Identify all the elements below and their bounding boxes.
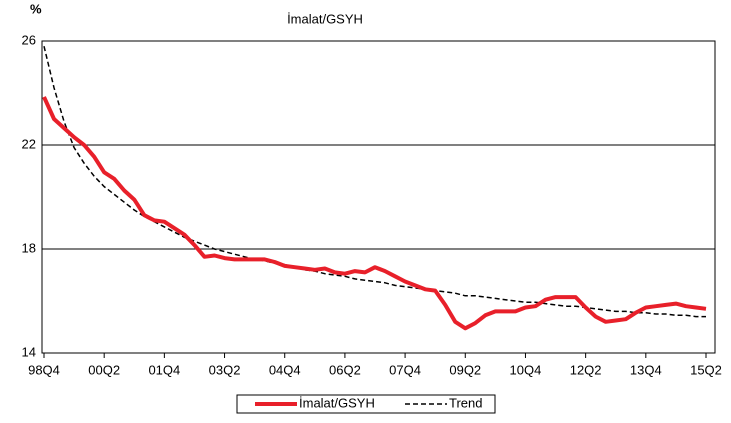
x-tick-label: 98Q4 bbox=[28, 362, 60, 377]
x-tick-label: 00Q2 bbox=[88, 362, 120, 377]
y-tick-label: 14 bbox=[22, 344, 36, 359]
x-tick-label: 15Q2 bbox=[690, 362, 722, 377]
x-tick-label: 07Q4 bbox=[389, 362, 421, 377]
x-tick-label: 03Q2 bbox=[209, 362, 241, 377]
chart-title: İmalat/GSYH bbox=[287, 11, 363, 26]
x-tick-label: 09Q2 bbox=[449, 362, 481, 377]
x-tick-label: 01Q4 bbox=[148, 362, 180, 377]
legend-box bbox=[236, 394, 496, 414]
x-tick-label: 06Q2 bbox=[329, 362, 361, 377]
y-tick-label: 18 bbox=[22, 240, 36, 255]
legend-label: Trend bbox=[449, 395, 482, 410]
y-tick-label: 26 bbox=[22, 32, 36, 47]
series-line bbox=[42, 96, 707, 331]
x-tick-label: 10Q4 bbox=[510, 362, 542, 377]
series-line bbox=[43, 46, 706, 318]
legend-label: İmalat/GSYH bbox=[299, 395, 375, 410]
x-tick-label: 12Q2 bbox=[570, 362, 602, 377]
y-axis-label: % bbox=[30, 1, 42, 16]
x-tick-label: 04Q4 bbox=[269, 362, 301, 377]
x-tick-label: 13Q4 bbox=[630, 362, 662, 377]
plot-frame bbox=[41, 40, 716, 354]
y-tick-label: 22 bbox=[22, 136, 36, 151]
